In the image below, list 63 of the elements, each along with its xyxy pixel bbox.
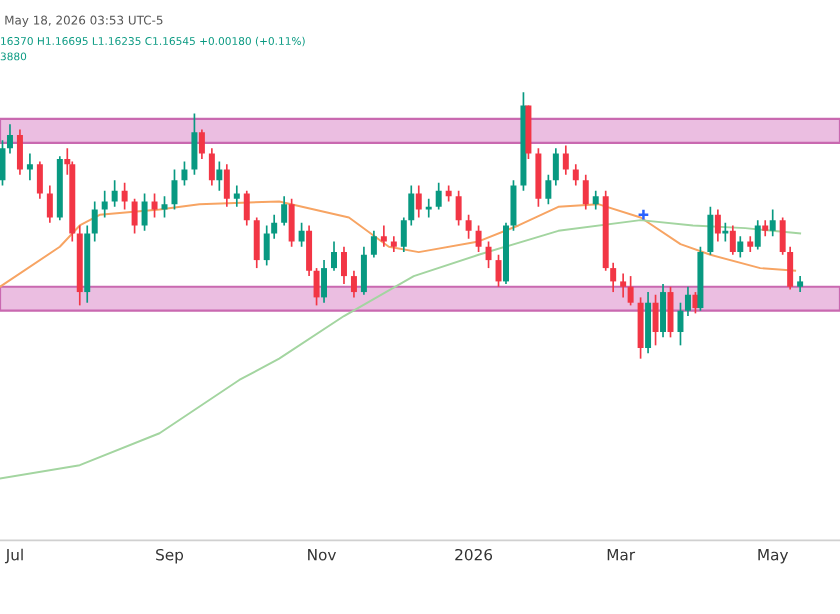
candlestick bbox=[26, 152, 33, 182]
candlestick bbox=[36, 160, 43, 200]
candlestick bbox=[16, 128, 23, 176]
candlestick bbox=[141, 192, 148, 232]
candlestick bbox=[495, 253, 502, 288]
candlestick bbox=[545, 174, 552, 206]
candlestick bbox=[121, 182, 128, 211]
candlestick bbox=[627, 275, 634, 307]
candlestick bbox=[360, 245, 367, 296]
candlestick bbox=[198, 128, 205, 160]
candlestick bbox=[306, 224, 313, 277]
candlestick bbox=[707, 205, 714, 256]
candlestick bbox=[6, 123, 13, 155]
candlestick bbox=[91, 200, 98, 243]
candlestick bbox=[475, 224, 482, 253]
candlestick bbox=[321, 259, 328, 304]
candlestick bbox=[714, 208, 721, 243]
candlestick bbox=[645, 291, 652, 355]
candlestick bbox=[288, 198, 295, 248]
candlestick bbox=[233, 184, 240, 208]
candlestick bbox=[455, 190, 462, 227]
candlestick bbox=[191, 112, 198, 176]
candlestick bbox=[525, 104, 532, 160]
candlestick bbox=[592, 190, 599, 211]
candlestick bbox=[620, 272, 627, 299]
candlestick bbox=[313, 267, 320, 307]
candlestick bbox=[298, 221, 305, 248]
candlestick bbox=[677, 301, 684, 347]
candlestick bbox=[535, 147, 542, 208]
candlestick bbox=[223, 163, 230, 208]
candlestick bbox=[465, 213, 472, 240]
candlestick bbox=[0, 139, 6, 187]
candlestick bbox=[161, 195, 168, 219]
candlestick bbox=[380, 224, 387, 248]
candlestick bbox=[181, 160, 188, 187]
candlestick bbox=[769, 208, 776, 237]
candlestick bbox=[485, 240, 492, 269]
candlestick bbox=[415, 184, 422, 219]
candlestick bbox=[281, 195, 288, 227]
candlestick bbox=[572, 163, 579, 187]
candlestick bbox=[131, 198, 138, 235]
candlestick bbox=[111, 179, 118, 208]
candlestick bbox=[737, 235, 744, 259]
candlestick bbox=[562, 144, 569, 176]
candlestick bbox=[243, 190, 250, 227]
candlestick bbox=[652, 293, 659, 347]
candlestick bbox=[171, 168, 178, 211]
candlestick bbox=[208, 147, 215, 187]
candlestick bbox=[370, 229, 377, 259]
candlestick bbox=[253, 216, 260, 269]
candlestick bbox=[582, 174, 589, 211]
candlestick bbox=[637, 296, 644, 360]
candlestick bbox=[684, 285, 691, 317]
candlestick bbox=[216, 160, 223, 192]
candlestick bbox=[754, 219, 761, 251]
candlestick bbox=[435, 182, 442, 211]
candlestick bbox=[552, 147, 559, 187]
candlestick bbox=[46, 184, 53, 224]
candlestick bbox=[340, 245, 347, 285]
candlestick bbox=[350, 269, 357, 299]
candlestick bbox=[660, 283, 667, 339]
candlestick bbox=[729, 224, 736, 256]
candlestick bbox=[331, 240, 337, 272]
